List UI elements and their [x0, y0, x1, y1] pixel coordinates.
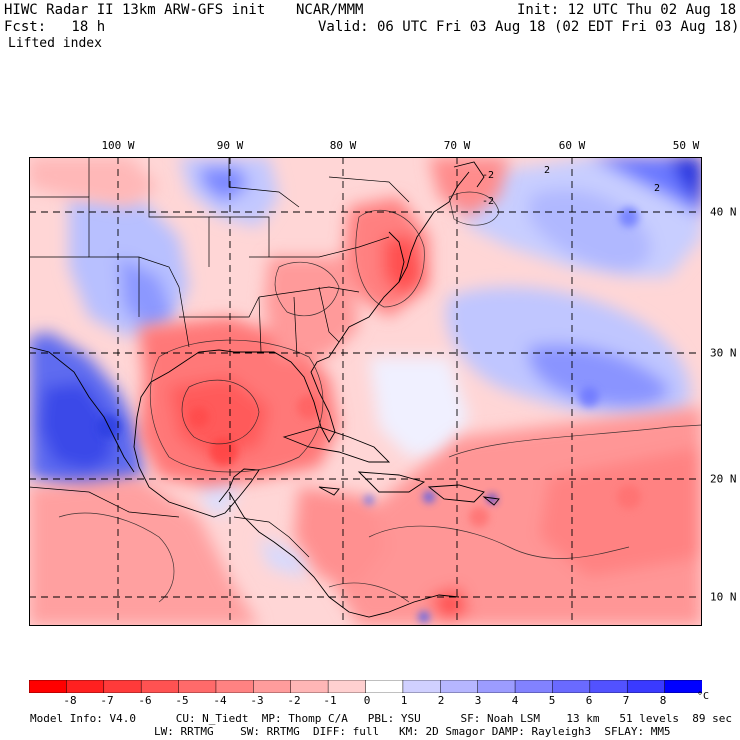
colorbar-swatch [514, 680, 554, 693]
colorbar-tick: -5 [175, 694, 189, 707]
colorbar-tick: -3 [250, 694, 264, 707]
lon-label: 80 W [329, 139, 357, 152]
lat-label: 30 N [710, 346, 737, 360]
colorbar-tick: -2 [287, 694, 301, 707]
colorbar-tick: -8 [63, 694, 77, 707]
model-info-line1: Model Info: V4.0 CU: N_Tiedt MP: Thomp C… [30, 712, 732, 725]
lifted-index-map: -2 -2 2 2 [29, 157, 702, 626]
colorbar-swatch [552, 680, 591, 693]
lat-label: 20 N [710, 472, 737, 486]
colorbar-tick: 3 [474, 694, 482, 707]
colorbar [29, 680, 702, 693]
colorbar-tick: 7 [622, 694, 630, 707]
stable-regions [29, 157, 702, 577]
contour-label: -2 [482, 170, 494, 181]
colorbar-swatch [29, 680, 68, 693]
colorbar-unit: °C [697, 691, 710, 702]
colorbar-tick: 6 [585, 694, 593, 707]
contour-label: 2 [544, 165, 550, 176]
lat-lon-grid [29, 157, 702, 626]
colorbar-tick: 2 [437, 694, 445, 707]
colorbar-tick: 1 [400, 694, 408, 707]
lon-label: 90 W [216, 139, 244, 152]
contour-label: -2 [482, 196, 494, 207]
colorbar-tick: -1 [323, 694, 337, 707]
colorbar-tick: -4 [213, 694, 227, 707]
colorbar-swatch [290, 680, 329, 693]
header-title: HIWC Radar II 13km ARW-GFS init [4, 2, 266, 18]
colorbar-swatch [178, 680, 217, 693]
colorbar-swatch [215, 680, 255, 693]
colorbar-swatch [66, 680, 105, 693]
colorbar-swatch [589, 680, 628, 693]
field-name: Lifted index [8, 36, 102, 51]
lat-label: 40 N [710, 205, 737, 219]
lon-label: 60 W [558, 139, 586, 152]
state-borders [29, 157, 410, 558]
coastlines [29, 161, 500, 618]
colorbar-swatch [103, 680, 142, 693]
lon-label: 100 W [101, 139, 135, 152]
colorbar-tick: 8 [659, 694, 667, 707]
colorbar-swatch [477, 680, 516, 693]
colorbar-swatch [327, 680, 367, 693]
colorbar-swatch [365, 680, 404, 693]
lon-label: 70 W [443, 139, 471, 152]
texture [97, 207, 641, 623]
contours [58, 191, 702, 603]
header-org: NCAR/MMM [296, 2, 364, 18]
lon-label: 50 W [672, 139, 700, 152]
colorbar-swatch [402, 680, 442, 693]
colorbar-swatch [140, 680, 180, 693]
colorbar-swatch [626, 680, 666, 693]
colorbar-tick: 4 [511, 694, 519, 707]
model-info-line2: LW: RRTMG SW: RRTMG DIFF: full KM: 2D Sm… [154, 725, 671, 738]
colorbar-swatch [440, 680, 479, 693]
map-border [29, 157, 702, 626]
colorbar-swatch [253, 680, 292, 693]
colorbar-tick: -6 [138, 694, 152, 707]
contour-label: 2 [654, 183, 660, 194]
header-valid: Valid: 06 UTC Fri 03 Aug 18 (02 EDT Fri … [318, 19, 740, 35]
header-fcst: Fcst: 18 h [4, 19, 106, 35]
colorbar-tick: -7 [100, 694, 114, 707]
colorbar-swatch [664, 680, 702, 693]
lat-label: 10 N [710, 590, 737, 604]
unstable-regions [29, 157, 702, 626]
colorbar-tick: 0 [363, 694, 371, 707]
header-init: Init: 12 UTC Thu 02 Aug 18 [517, 2, 737, 18]
colorbar-tick: 5 [548, 694, 556, 707]
